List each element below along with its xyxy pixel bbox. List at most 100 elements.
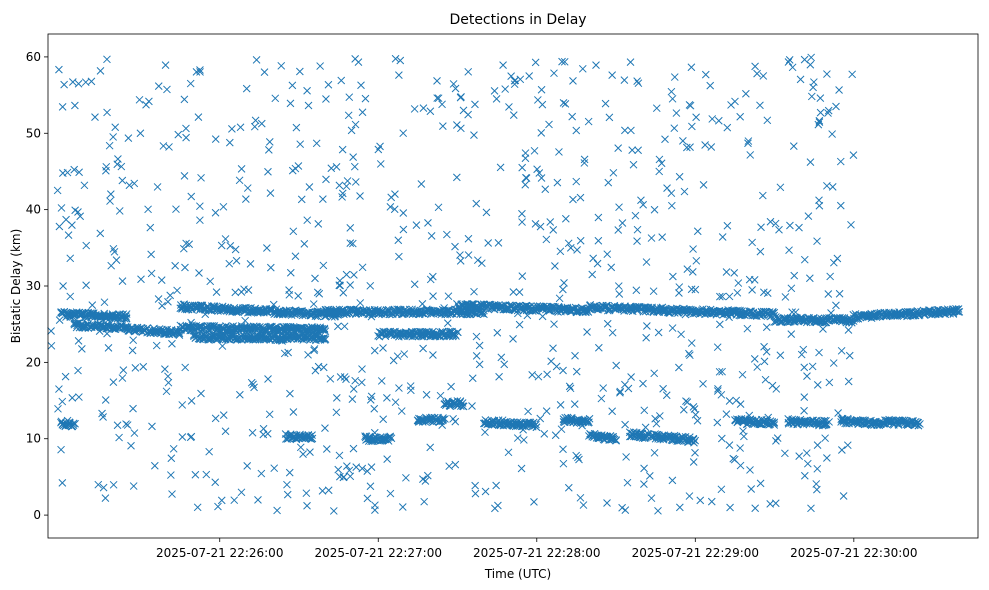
data-point-marker — [717, 434, 726, 443]
data-point-marker — [350, 162, 359, 171]
data-point-marker — [564, 239, 573, 248]
data-point-marker — [599, 384, 608, 392]
data-point-marker — [285, 468, 294, 477]
data-point-marker — [797, 350, 806, 359]
data-point-marker — [433, 77, 441, 85]
data-point-marker — [699, 181, 708, 189]
data-point-marker — [64, 231, 73, 240]
data-point-marker — [555, 294, 564, 303]
data-point-marker — [226, 242, 235, 250]
data-point-marker — [661, 135, 669, 144]
data-point-marker — [634, 79, 643, 88]
data-point-marker — [533, 165, 541, 174]
data-point-marker — [288, 81, 297, 90]
data-point-marker — [560, 57, 569, 66]
data-point-marker — [608, 407, 617, 416]
data-point-marker — [438, 100, 446, 109]
data-point-marker — [816, 108, 825, 117]
data-point-marker — [687, 63, 696, 72]
data-point-marker — [91, 113, 99, 121]
data-point-marker — [103, 108, 111, 117]
data-point-marker — [652, 419, 661, 428]
data-point-marker — [823, 454, 831, 462]
data-point-marker — [804, 212, 813, 221]
data-point-marker — [410, 280, 419, 289]
data-point-marker — [667, 87, 676, 96]
data-point-marker — [447, 382, 455, 391]
data-point-marker — [787, 284, 796, 293]
data-point-marker — [182, 124, 190, 133]
data-point-marker — [692, 113, 700, 122]
data-point-marker — [561, 304, 569, 313]
data-point-marker — [214, 332, 223, 341]
data-point-marker — [639, 200, 648, 209]
data-point-marker — [553, 178, 562, 187]
data-point-marker — [813, 237, 821, 246]
data-point-marker — [237, 488, 246, 497]
data-point-marker — [528, 370, 537, 379]
data-point-marker — [96, 67, 105, 75]
data-point-marker — [187, 397, 196, 405]
data-point-marker — [756, 101, 764, 110]
data-point-marker — [745, 275, 754, 284]
data-point-marker — [135, 95, 144, 104]
data-point-marker — [231, 288, 240, 297]
data-point-marker — [264, 167, 272, 176]
data-point-marker — [699, 379, 707, 388]
data-point-marker — [470, 287, 478, 296]
data-point-marker — [667, 189, 676, 198]
data-point-marker — [329, 507, 338, 515]
data-point-marker — [257, 119, 266, 128]
data-point-marker — [271, 94, 280, 103]
data-point-marker — [417, 180, 426, 188]
data-point-marker — [124, 134, 133, 142]
data-point-marker — [677, 330, 685, 339]
data-point-marker — [679, 405, 688, 414]
data-point-marker — [472, 352, 481, 360]
data-point-marker — [473, 256, 482, 265]
data-point-marker — [652, 104, 661, 113]
data-point-marker — [525, 419, 534, 428]
data-point-marker — [418, 300, 427, 308]
data-point-marker — [87, 321, 96, 330]
data-point-marker — [551, 262, 559, 270]
data-point-marker — [296, 140, 305, 149]
data-point-marker — [361, 94, 370, 103]
data-point-marker — [829, 359, 838, 367]
data-point-marker — [395, 71, 403, 79]
data-point-marker — [788, 63, 797, 72]
data-point-marker — [517, 464, 526, 473]
data-point-marker — [107, 261, 116, 270]
data-point-marker — [100, 298, 109, 307]
data-point-marker — [347, 126, 356, 135]
data-point-marker — [723, 123, 732, 132]
data-point-marker — [180, 95, 189, 104]
data-point-marker — [572, 126, 581, 135]
data-point-marker — [426, 443, 435, 452]
data-point-marker — [55, 385, 63, 393]
data-point-marker — [805, 274, 814, 283]
data-point-marker — [254, 496, 262, 504]
data-point-marker — [363, 467, 372, 475]
x-tick-label: 2025-07-21 22:27:00 — [315, 546, 442, 560]
data-point-marker — [650, 369, 659, 378]
data-point-marker — [547, 357, 555, 366]
data-point-marker — [509, 334, 517, 343]
data-point-marker — [187, 192, 196, 201]
data-point-marker — [662, 391, 671, 400]
data-point-marker — [394, 236, 403, 245]
data-point-marker — [682, 397, 690, 405]
data-point-marker — [304, 350, 312, 359]
data-point-marker — [826, 272, 835, 281]
data-point-marker — [561, 100, 570, 108]
data-point-marker — [118, 314, 126, 322]
data-point-marker — [795, 452, 804, 460]
data-point-marker — [225, 259, 234, 268]
data-point-marker — [270, 464, 279, 473]
data-point-marker — [501, 85, 510, 93]
data-point-marker — [620, 76, 629, 85]
data-point-marker — [471, 100, 479, 109]
data-point-marker — [422, 390, 431, 399]
